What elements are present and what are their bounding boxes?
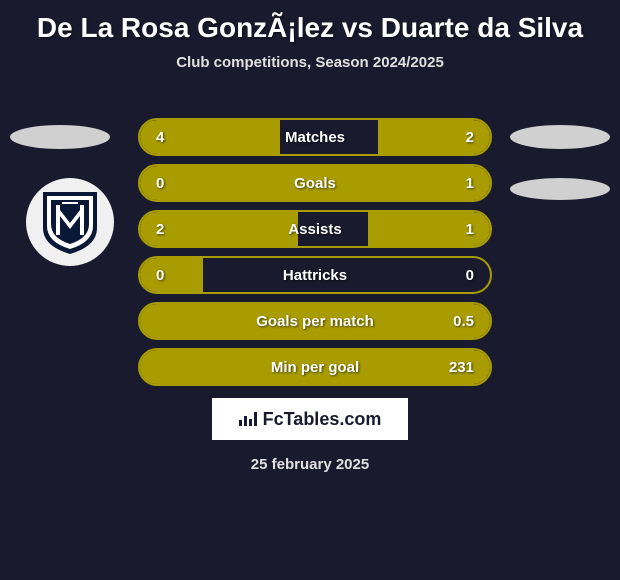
chart-icon (239, 412, 257, 426)
stat-value: 2 (156, 221, 164, 238)
stat-row: 0 Goals 1 (138, 164, 492, 202)
right-logo-placeholder-2 (510, 178, 610, 200)
shield-icon (39, 188, 101, 256)
stat-value: 1 (466, 221, 474, 238)
stat-label: Matches (285, 129, 345, 146)
stat-fill (203, 166, 490, 200)
stat-label: Goals per match (256, 313, 374, 330)
stat-row: 0 Hattricks 0 (138, 256, 492, 294)
stat-fill (140, 166, 203, 200)
right-logo-placeholder-1 (510, 125, 610, 149)
stat-row: 4 Matches 2 (138, 118, 492, 156)
stat-label: Assists (288, 221, 341, 238)
stat-value: 2 (466, 129, 474, 146)
stat-row: Min per goal 231 (138, 348, 492, 386)
stat-value: 0 (156, 175, 164, 192)
stat-value: 1 (466, 175, 474, 192)
left-logo-placeholder-1 (10, 125, 110, 149)
stat-row: Goals per match 0.5 (138, 302, 492, 340)
stat-value: 4 (156, 129, 164, 146)
stat-row: 2 Assists 1 (138, 210, 492, 248)
stats-container: 4 Matches 2 0 Goals 1 2 Assists 1 0 Hatt… (138, 118, 492, 394)
stat-label: Hattricks (283, 267, 347, 284)
page-title: De La Rosa GonzÃ¡lez vs Duarte da Silva (0, 0, 620, 44)
stat-label: Goals (294, 175, 336, 192)
fctables-badge[interactable]: FcTables.com (212, 398, 408, 440)
date-text: 25 february 2025 (251, 456, 369, 473)
stat-value: 231 (449, 359, 474, 376)
stat-value: 0 (156, 267, 164, 284)
fctables-label: FcTables.com (263, 409, 382, 430)
stat-label: Min per goal (271, 359, 359, 376)
stat-fill (140, 258, 203, 292)
stat-value: 0.5 (453, 313, 474, 330)
stat-value: 0 (466, 267, 474, 284)
subtitle: Club competitions, Season 2024/2025 (0, 54, 620, 71)
club-badge (26, 178, 114, 266)
